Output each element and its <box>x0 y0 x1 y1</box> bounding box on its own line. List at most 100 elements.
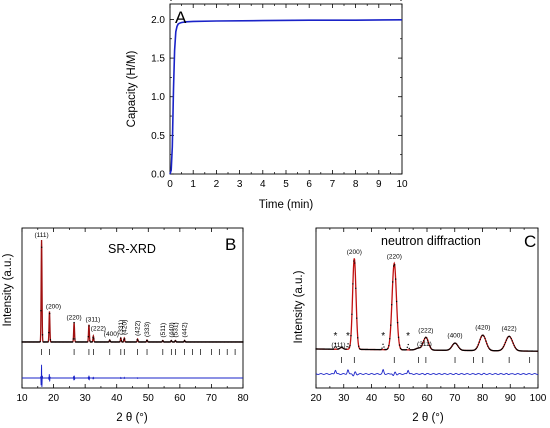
panel-c-observed-point <box>420 346 422 348</box>
panel-c-observed-point <box>509 336 511 338</box>
panel-c-observed-point <box>403 349 406 351</box>
panel-c-observed-point <box>397 336 400 338</box>
panel-b-observed-point <box>135 341 138 343</box>
panel-c-observed-point <box>363 348 366 351</box>
panel-c-x-tick-label: 30 <box>338 393 350 404</box>
panel-b-title: SR-XRD <box>108 242 156 256</box>
panel-c-x-tick-label: 80 <box>477 393 489 404</box>
panel-b-observed-point <box>173 341 176 343</box>
panel-c-observed-point <box>322 348 324 350</box>
panel-c-impurity-star: * <box>381 331 385 342</box>
panel-c-peak-label: (422) <box>502 325 517 332</box>
panel-c-observed-point <box>503 344 506 346</box>
panel-c-observed-point <box>398 344 401 346</box>
panel-a-x-tick-label: 10 <box>396 179 408 190</box>
panel-a-letter: A <box>175 8 187 27</box>
panel-c-observed-point <box>423 340 425 342</box>
panel-b-peak-label: (440) <box>168 322 175 337</box>
panel-c-observed-point <box>514 346 516 349</box>
panel-c-observed-point <box>351 313 353 315</box>
panel-c-observed-point <box>536 350 539 352</box>
panel-c-observed-point <box>513 344 515 347</box>
panel-c-observed-point <box>530 350 533 352</box>
panel-a-y-axis-label: Capacity (H/M) <box>126 50 138 127</box>
panel-c-observed-point <box>389 338 391 340</box>
panel-c-observed-point <box>320 348 322 350</box>
panel-c-observed-point <box>524 350 526 352</box>
panel-c-observed-point <box>408 347 410 350</box>
panel-c-observed-point <box>381 347 383 349</box>
panel-c-title: neutron diffraction <box>381 234 481 248</box>
panel-c-observed-point <box>352 283 354 285</box>
panel-c-observed-point <box>477 344 479 346</box>
panel-c-observed-point <box>370 348 373 351</box>
panel-c-observed-point <box>395 300 398 303</box>
panel-c-x-tick-label: 90 <box>505 393 517 404</box>
panel-c-observed-point <box>504 341 507 344</box>
panel-c-observed-point <box>465 349 468 352</box>
panel-c-observed-point <box>355 287 357 290</box>
panel-c-x-tick-label: 70 <box>449 393 461 404</box>
panel-c-curve-layer: * * * *(111)(200)(220)(311)(222)(400)(420)(… <box>315 249 539 377</box>
panel-c-x-tick-label: 100 <box>530 393 547 404</box>
panel-c-observed-point <box>506 337 509 339</box>
panel-c-observed-point <box>357 337 359 339</box>
panel-b-observed-point <box>39 341 41 343</box>
panel-b-peak-label: (420) <box>121 320 128 335</box>
panel-c-observed-point <box>527 350 529 352</box>
panel-c-observed-point <box>511 340 513 342</box>
panel-c-observed-point <box>374 348 376 351</box>
panel-b-observed-point <box>108 339 111 341</box>
panel-c-letter: C <box>524 232 536 251</box>
panel-b-observed-point <box>74 338 76 340</box>
panel-c-observed-point <box>354 262 356 264</box>
panel-b-observed-point <box>41 246 43 248</box>
panel-c-y-axis-label: Intensity (a.u.) <box>293 270 305 343</box>
panel-c-observed-point <box>377 348 379 351</box>
panel-c-observed-point <box>327 348 330 350</box>
panel-c-observed-point <box>367 348 370 351</box>
panel-c-observed-point <box>318 348 320 350</box>
panel-c-observed-point <box>457 345 459 347</box>
panel-c-observed-point <box>426 337 428 339</box>
panel-c-observed-point <box>449 347 451 350</box>
panel-c-observed-point <box>533 350 536 352</box>
panel-c-observed-point <box>442 349 444 351</box>
panel-c-observed-point <box>334 343 337 345</box>
panel-b-difference-curve <box>22 364 243 388</box>
panel-c-observed-point <box>429 347 432 349</box>
panel-c-observed-point <box>466 349 469 352</box>
panel-c-observed-point <box>325 348 327 350</box>
panel-c-observed-point <box>528 350 530 352</box>
panel-b-x-tick-label: 60 <box>174 393 186 404</box>
panel-a-capacity-curve <box>169 19 403 175</box>
panel-b-peak-label: (220) <box>67 315 82 322</box>
panel-b-observed-point <box>119 341 121 343</box>
panel-c: 20 30 40 50 60 70 80 90 100 * * * *(111)(200)(220)(… <box>293 227 547 424</box>
panel-b-peak-label: (200) <box>46 303 61 310</box>
panel-b-observed-point <box>86 341 89 343</box>
panel-c-observed-point <box>372 348 374 351</box>
panel-c-observed-point <box>523 350 525 352</box>
panel-b-observed-point <box>72 338 75 340</box>
panel-c-observed-point <box>330 348 333 350</box>
panel-c-observed-point <box>392 281 394 283</box>
panel-c-observed-point <box>443 349 445 351</box>
panel-c-observed-point <box>451 345 453 347</box>
panel-c-x-axis-label: 2 θ (°) <box>412 412 444 424</box>
panel-c-observed-point <box>452 344 454 346</box>
panel-c-observed-point <box>353 260 355 262</box>
panel-c-observed-point <box>441 349 443 351</box>
panel-c-observed-point <box>323 348 325 350</box>
panel-c-observed-point <box>434 349 437 351</box>
panel-c-x-tick-label: 60 <box>421 393 433 404</box>
panel-b-x-tick-label: 70 <box>206 393 218 404</box>
panel-b-observed-point <box>170 339 172 342</box>
panel-a-y-tick-label: 2.0 <box>151 15 165 26</box>
panel-b-observed-point <box>91 341 93 343</box>
panel-a-y-tick-label: 1.0 <box>151 92 165 103</box>
panel-b-observed-point <box>92 336 94 339</box>
panel-c-observed-point <box>448 348 450 351</box>
panel-c-observed-point <box>456 343 458 346</box>
panel-c-observed-point <box>426 339 429 341</box>
